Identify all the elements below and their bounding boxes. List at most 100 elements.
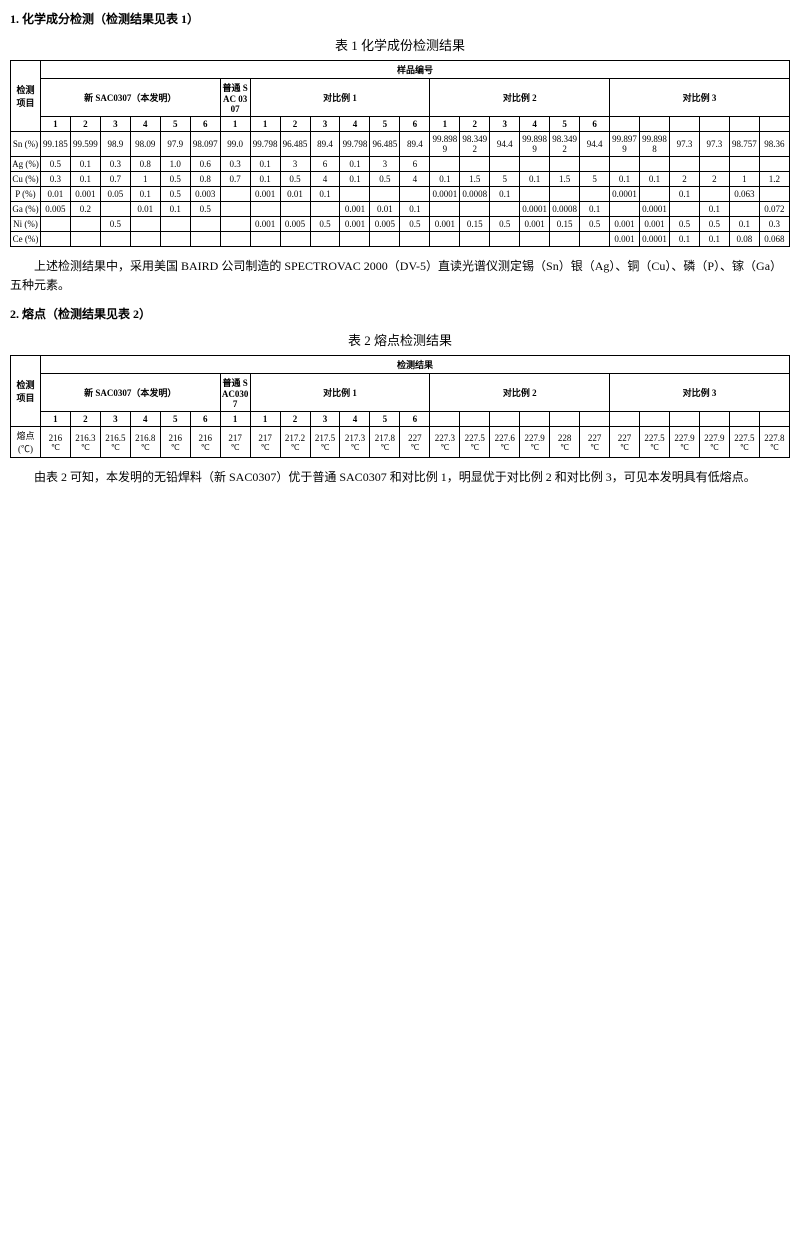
t1-cell: [460, 202, 490, 217]
t1-cell: 5: [580, 172, 610, 187]
t1-cell: [550, 157, 580, 172]
t1-cell: [669, 157, 699, 172]
t2-subcol: 2: [70, 412, 100, 427]
t1-group-0: 新 SAC0307（本发明）: [40, 79, 220, 117]
t1-cell: 98.3492: [460, 132, 490, 157]
t1-cell: [759, 157, 789, 172]
t1-cell: [220, 232, 250, 247]
t1-cell: [699, 157, 729, 172]
t2-subcol: [729, 412, 759, 427]
t1-rowlabel: P (%): [11, 187, 41, 202]
t1-subcol: 5: [160, 117, 190, 132]
t1-cell: 0.001: [610, 232, 640, 247]
t1-cell: [310, 232, 340, 247]
t1-cell: [729, 202, 759, 217]
t1-cell: 0.0001: [640, 202, 670, 217]
section2-title: 2. 熔点（检测结果见表 2）: [10, 305, 790, 322]
t1-cell: [699, 187, 729, 202]
t1-cell: 98.9: [100, 132, 130, 157]
t1-subcol: [759, 117, 789, 132]
t2-cell: 216℃: [40, 427, 70, 458]
t2-cell: 227.9℃: [699, 427, 729, 458]
t2-subcol: [610, 412, 640, 427]
t1-cell: 0.1: [430, 172, 460, 187]
t1-cell: 99.798: [250, 132, 280, 157]
t1-cell: [370, 232, 400, 247]
t1-cell: 94.4: [580, 132, 610, 157]
t1-cell: 0.01: [130, 202, 160, 217]
t1-subcol: [729, 117, 759, 132]
t1-cell: 0.3: [40, 172, 70, 187]
t1-cell: [280, 232, 310, 247]
t1-cell: [430, 232, 460, 247]
t1-cell: [280, 202, 310, 217]
t2-subcol: 6: [400, 412, 430, 427]
t1-cell: 98.097: [190, 132, 220, 157]
t1-group-3: 对比例 2: [430, 79, 610, 117]
t1-cell: 97.3: [669, 132, 699, 157]
t2-subcol: [430, 412, 460, 427]
t1-cell: [100, 202, 130, 217]
t1-cell: 0.1: [130, 187, 160, 202]
t1-cell: 1.5: [460, 172, 490, 187]
t1-rowlabel: Cu (%): [11, 172, 41, 187]
t2-cell: 216℃: [190, 427, 220, 458]
t1-subcol: 3: [310, 117, 340, 132]
t1-cell: 0.1: [400, 202, 430, 217]
t1-cell: 0.001: [70, 187, 100, 202]
t1-cell: 99.8979: [610, 132, 640, 157]
t1-cell: 0.1: [640, 172, 670, 187]
t2-cell: 227.6℃: [490, 427, 520, 458]
t1-subcol: 2: [70, 117, 100, 132]
t1-cell: 0.1: [580, 202, 610, 217]
t1-cell: [460, 232, 490, 247]
t1-cell: [430, 202, 460, 217]
t1-subcol: 4: [520, 117, 550, 132]
t1-cell: 98.757: [729, 132, 759, 157]
t1-cell: 3: [280, 157, 310, 172]
t1-cell: 0.5: [160, 187, 190, 202]
t2-cell: 227.3℃: [430, 427, 460, 458]
t1-cell: [250, 202, 280, 217]
t1-cell: [130, 232, 160, 247]
t1-subcol: 1: [220, 117, 250, 132]
t1-cell: [400, 187, 430, 202]
t2-cell: 227.5℃: [460, 427, 490, 458]
t2-group-4: 对比例 3: [610, 374, 790, 412]
t2-rowlabel: 熔点 (℃): [11, 427, 41, 458]
t1-cell: 0.001: [250, 217, 280, 232]
t2-group-0: 新 SAC0307（本发明）: [40, 374, 220, 412]
t1-cell: 0.2: [70, 202, 100, 217]
t1-subcol: [640, 117, 670, 132]
t1-subcol: 5: [370, 117, 400, 132]
t1-cell: 0.3: [759, 217, 789, 232]
t1-cell: [220, 187, 250, 202]
t1-cell: [130, 217, 160, 232]
t1-cell: [669, 202, 699, 217]
section1-title: 1. 化学成分检测（检测结果见表 1）: [10, 10, 790, 27]
t1-cell: [250, 232, 280, 247]
t1-cell: 0.08: [729, 232, 759, 247]
t1-cell: [160, 232, 190, 247]
t1-cell: [160, 217, 190, 232]
t1-cell: 0.1: [490, 187, 520, 202]
t1-cell: 0.15: [550, 217, 580, 232]
t2-subcol: [640, 412, 670, 427]
t1-cell: 4: [400, 172, 430, 187]
table2-caption: 表 2 熔点检测结果: [10, 330, 790, 349]
t1-cell: 99.8989: [430, 132, 460, 157]
t1-cell: 89.4: [310, 132, 340, 157]
t2-cell: 217.8℃: [370, 427, 400, 458]
t1-cell: 0.5: [280, 172, 310, 187]
t1-cell: 0.063: [729, 187, 759, 202]
t2-group-2: 对比例 1: [250, 374, 430, 412]
t1-cell: 0.5: [190, 202, 220, 217]
t2-group-1: 普通 SAC0307: [220, 374, 250, 412]
t1-cell: 0.0008: [550, 202, 580, 217]
t1-subcol: 4: [130, 117, 160, 132]
table1: 检测项目样品编号新 SAC0307（本发明）普通 SAC 0307对比例 1对比…: [10, 60, 790, 247]
t2-subcol: 3: [310, 412, 340, 427]
t1-cell: 0.7: [100, 172, 130, 187]
t1-cell: 89.4: [400, 132, 430, 157]
t2-cell: 216.5℃: [100, 427, 130, 458]
